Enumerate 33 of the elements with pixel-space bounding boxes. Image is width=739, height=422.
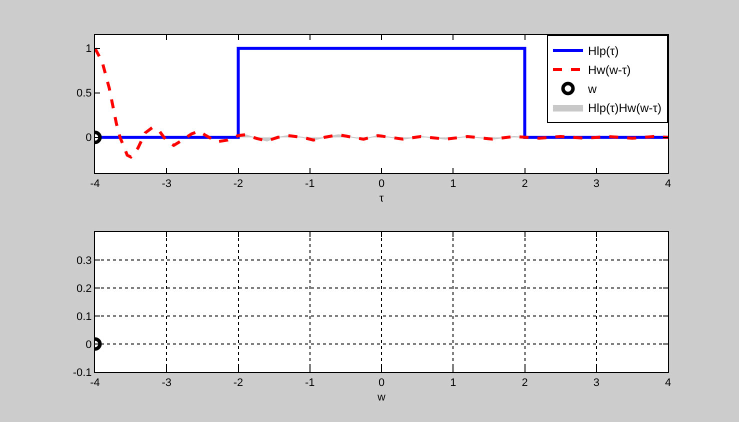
x-tick-label: 0 <box>378 377 385 390</box>
line-series <box>95 46 668 158</box>
x-tick-label: 4 <box>664 178 672 190</box>
legend-label: Hlp(τ) <box>588 44 619 58</box>
y-tick-label: 0.2 <box>76 282 92 295</box>
y-tick-label: 0.1 <box>76 310 92 323</box>
legend-label: Hw(w-τ) <box>588 63 631 78</box>
x-tick-label: 1 <box>450 377 456 390</box>
y-tick-label: 0.3 <box>76 254 92 267</box>
x-axis-title: w <box>376 391 386 404</box>
x-tick-label: 4 <box>664 377 672 390</box>
y-tick-label: -0.1 <box>72 366 92 379</box>
legend-label: Hlp(τ)Hw(w-τ) <box>588 101 662 116</box>
y-tick-label: 0 <box>86 132 92 144</box>
x-tick-label: 1 <box>450 178 456 190</box>
y-tick-label: 0 <box>86 338 92 351</box>
x-tick-label: -4 <box>90 377 100 390</box>
y-tick-label: 0.5 <box>76 88 92 100</box>
x-tick-label: 3 <box>593 178 600 190</box>
x-tick-label: 0 <box>378 178 385 190</box>
x-tick-label: 2 <box>522 178 528 190</box>
x-tick-label: -2 <box>233 377 244 390</box>
x-tick-label: -1 <box>304 377 315 390</box>
x-tick-label: -3 <box>162 377 172 390</box>
y-tick-label: 1 <box>86 43 92 56</box>
x-tick-label: -3 <box>162 178 172 190</box>
legend-label: w <box>587 82 597 96</box>
x-axis-title: τ <box>379 192 384 204</box>
x-tick-label: -1 <box>304 178 315 190</box>
x-tick-label: 2 <box>522 377 528 390</box>
x-tick-label: -2 <box>233 178 244 190</box>
x-tick-label: 3 <box>593 377 600 390</box>
x-tick-label: -4 <box>90 178 100 190</box>
